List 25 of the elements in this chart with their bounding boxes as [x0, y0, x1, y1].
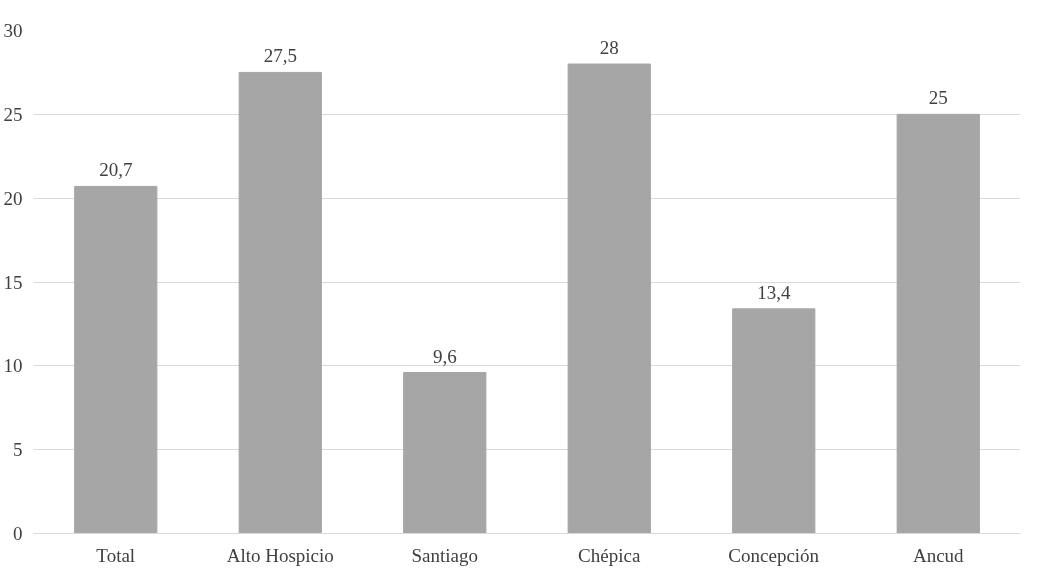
bar [567, 63, 651, 534]
x-tick-label: Santiago [411, 544, 478, 566]
x-tick-label: Chépica [578, 544, 641, 566]
data-label: 20,7 [99, 159, 133, 181]
y-tick-label: 5 [13, 439, 23, 461]
x-tick-label: Total [96, 544, 136, 566]
y-tick-label: 20 [3, 187, 23, 209]
y-tick-label: 15 [3, 271, 23, 293]
y-tick-label: 10 [3, 355, 23, 377]
y-tick-label: 25 [3, 103, 23, 125]
x-tick-label: Alto Hospicio [226, 544, 334, 566]
data-label: 25 [928, 87, 948, 109]
bar [238, 71, 322, 534]
data-label: 27,5 [263, 45, 297, 67]
x-tick-label: Ancud [912, 544, 965, 566]
bar [896, 113, 980, 534]
bar [732, 308, 816, 534]
data-label: 9,6 [432, 345, 457, 367]
y-tick-label: 30 [3, 20, 23, 41]
bar [74, 185, 158, 534]
data-label: 28 [599, 37, 619, 59]
y-tick-label: 0 [13, 523, 23, 544]
data-label: 13,4 [757, 281, 791, 303]
x-tick-label: Concepción [728, 544, 820, 566]
bar [403, 372, 487, 534]
